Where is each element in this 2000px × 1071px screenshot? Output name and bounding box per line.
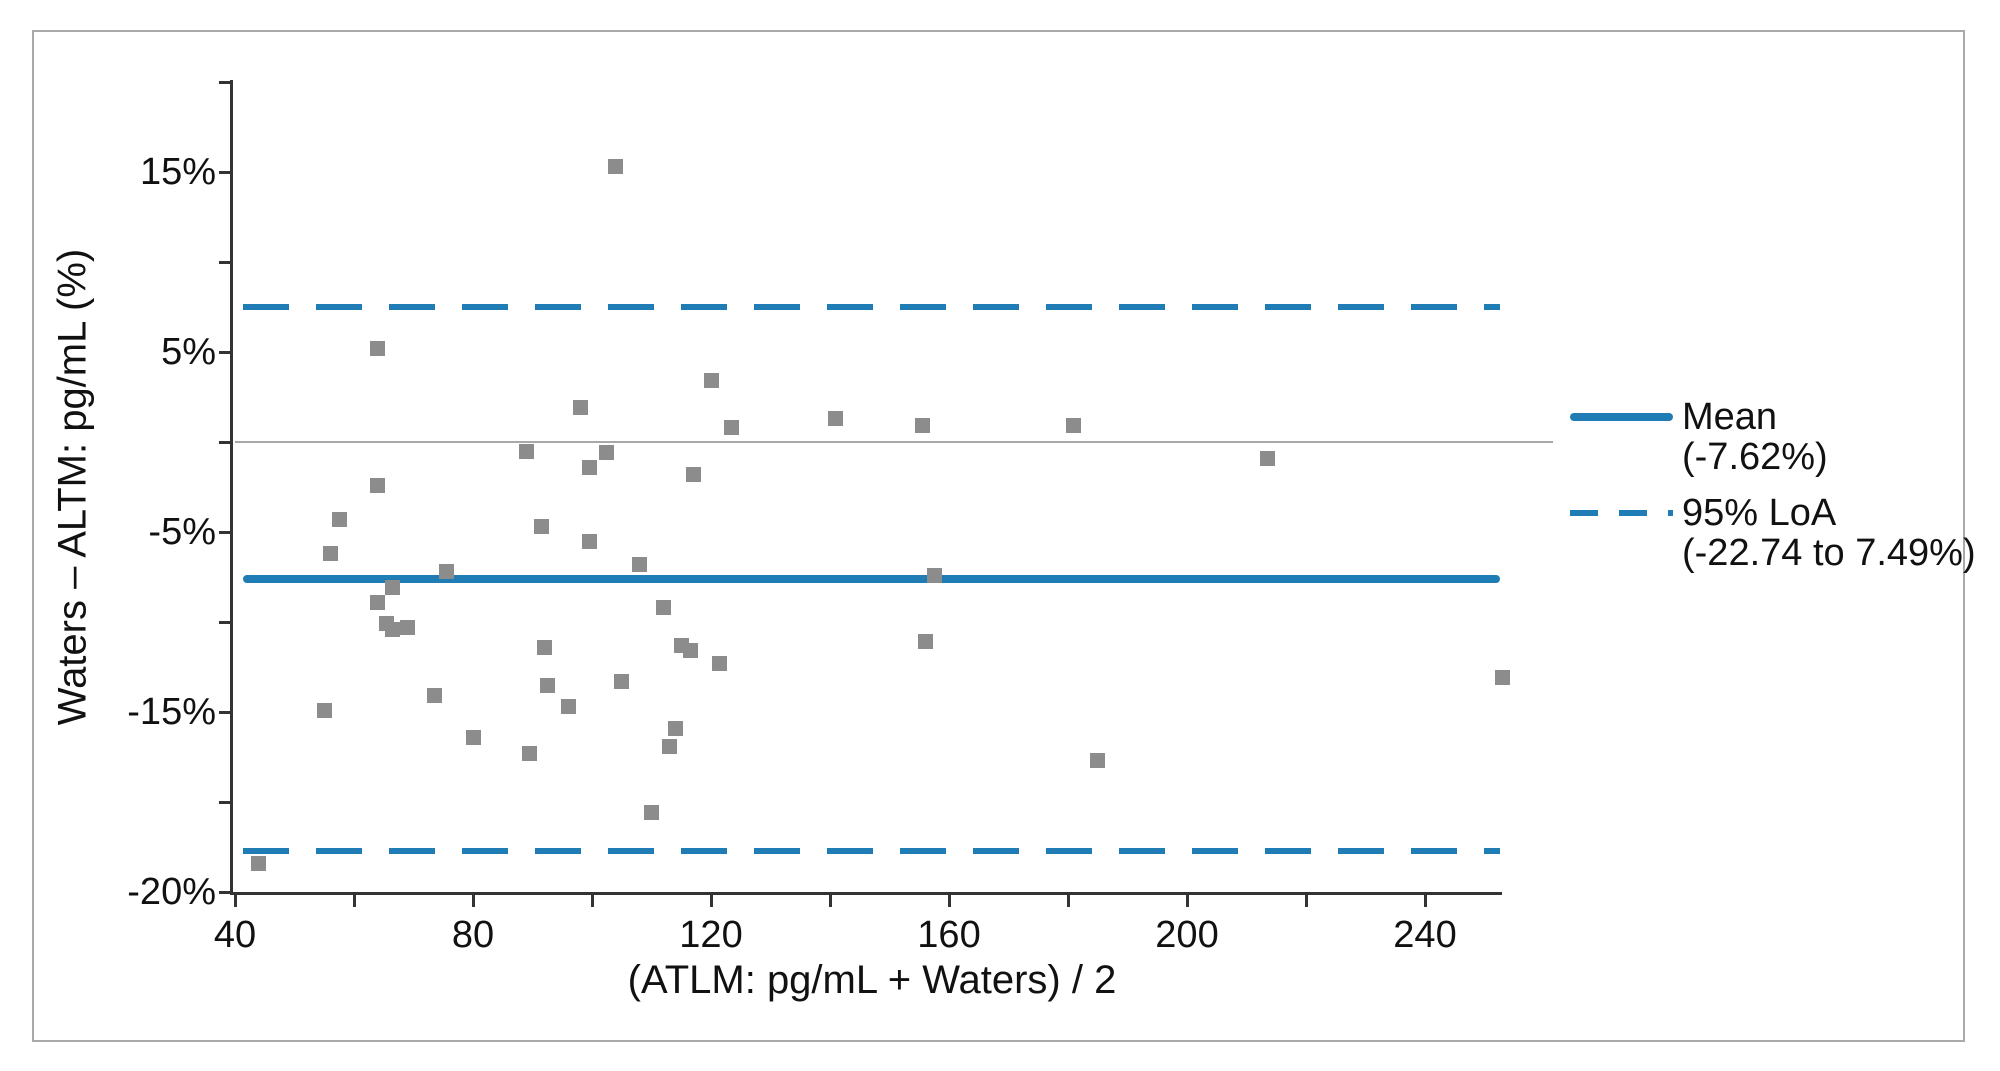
y-tick [219, 891, 231, 894]
x-tick [1305, 895, 1308, 907]
x-tick [710, 895, 713, 907]
x-tick [948, 895, 951, 907]
scatter-point [560, 699, 576, 715]
legend-mean-label: Mean [1682, 396, 1778, 438]
x-tick [234, 895, 237, 907]
scatter-point [632, 556, 648, 572]
y-tick [219, 81, 231, 84]
zero-gridline [235, 441, 1553, 443]
x-tick-label: 120 [679, 914, 743, 956]
figure-frame [32, 30, 1965, 1042]
y-tick [219, 351, 231, 354]
x-tick-label: 40 [213, 914, 257, 956]
scatter-point [385, 621, 401, 637]
scatter-point [655, 600, 671, 616]
y-axis-title: Waters – ALTM: pg/mL (%) [50, 248, 95, 726]
scatter-point [703, 373, 719, 389]
scatter-point [370, 340, 386, 356]
y-tick [219, 621, 231, 624]
scatter-point [519, 443, 535, 459]
y-tick-label: -15% [127, 691, 216, 733]
x-tick [1067, 895, 1070, 907]
scatter-point [1066, 418, 1082, 434]
scatter-point [917, 634, 933, 650]
scatter-point [370, 477, 386, 493]
scatter-point [400, 619, 416, 635]
scatter-point [682, 643, 698, 659]
scatter-point [581, 459, 597, 475]
y-tick [219, 711, 231, 714]
x-axis [230, 892, 1502, 895]
scatter-point [385, 580, 401, 596]
scatter-point [581, 533, 597, 549]
scatter-point [539, 677, 555, 693]
scatter-point [914, 418, 930, 434]
y-tick [219, 801, 231, 804]
y-tick-label: 15% [139, 151, 216, 193]
x-tick [1186, 895, 1189, 907]
scatter-point [667, 720, 683, 736]
loa-lower-line [243, 848, 1500, 855]
scatter-point [331, 511, 347, 527]
y-axis [230, 80, 233, 895]
scatter-point [438, 564, 454, 580]
scatter-point [926, 567, 942, 583]
scatter-point [599, 445, 615, 461]
scatter-point [685, 466, 701, 482]
scatter-point [644, 805, 659, 821]
scatter-point [1259, 450, 1275, 466]
x-tick [353, 895, 356, 907]
scatter-point [322, 546, 338, 562]
loa-upper-line [243, 304, 1500, 311]
x-tick-label: 160 [917, 914, 981, 956]
scatter-point [316, 702, 332, 718]
y-tick-label: -5% [148, 511, 216, 553]
y-tick-label: -20% [127, 871, 216, 913]
x-tick [1424, 895, 1427, 907]
x-tick-label: 240 [1393, 914, 1457, 956]
scatter-point [724, 420, 740, 436]
y-tick-label: 5% [161, 331, 216, 373]
scatter-point [369, 594, 385, 610]
x-tick [829, 895, 832, 907]
scatter-point [522, 745, 538, 761]
x-tick [591, 895, 594, 907]
scatter-point [1090, 753, 1106, 769]
x-tick-label: 200 [1155, 914, 1219, 956]
mean-line-swatch [1570, 413, 1673, 421]
scatter-point [536, 639, 552, 655]
scatter-point [465, 729, 481, 745]
scatter-point [614, 673, 630, 689]
scatter-point [608, 159, 624, 175]
scatter-point [828, 411, 844, 427]
scatter-point [572, 400, 588, 416]
scatter-point [712, 655, 728, 671]
mean-line [243, 575, 1500, 584]
x-axis-title: (ATLM: pg/mL + Waters) / 2 [627, 958, 1117, 1002]
legend-loa-label: 95% LoA [1682, 492, 1837, 534]
y-tick [219, 261, 231, 264]
legend-loa-value: (-22.74 to 7.49%) [1682, 532, 1976, 574]
scatter-point [661, 738, 677, 754]
scatter-point [1494, 670, 1510, 686]
scatter-point [533, 519, 549, 535]
legend-mean-value: (-7.62%) [1682, 436, 1828, 478]
y-tick [219, 531, 231, 534]
x-tick [472, 895, 475, 907]
loa-line-swatch [1570, 510, 1673, 516]
scatter-point [251, 855, 267, 871]
x-tick-label: 80 [451, 914, 495, 956]
y-tick [219, 171, 231, 174]
y-tick [219, 441, 231, 444]
scatter-point [426, 688, 442, 704]
